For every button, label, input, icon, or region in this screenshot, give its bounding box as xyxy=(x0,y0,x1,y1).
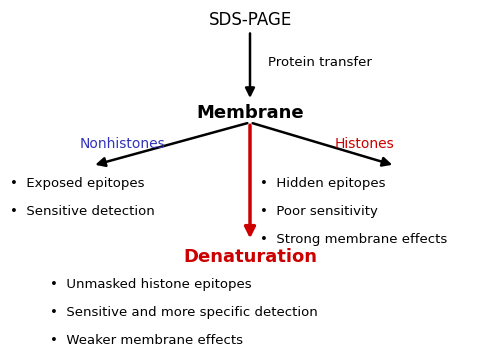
Text: •  Poor sensitivity: • Poor sensitivity xyxy=(260,205,378,218)
Text: •  Sensitive and more specific detection: • Sensitive and more specific detection xyxy=(50,306,318,319)
Text: Membrane: Membrane xyxy=(196,104,304,122)
Text: •  Weaker membrane effects: • Weaker membrane effects xyxy=(50,334,243,347)
Text: •  Unmasked histone epitopes: • Unmasked histone epitopes xyxy=(50,278,252,291)
Text: Protein transfer: Protein transfer xyxy=(268,57,372,69)
Text: •  Sensitive detection: • Sensitive detection xyxy=(10,205,155,218)
Text: Nonhistones: Nonhistones xyxy=(80,137,166,151)
Text: SDS-PAGE: SDS-PAGE xyxy=(208,11,292,29)
Text: •  Hidden epitopes: • Hidden epitopes xyxy=(260,177,386,190)
Text: •  Exposed epitopes: • Exposed epitopes xyxy=(10,177,144,190)
Text: Histones: Histones xyxy=(335,137,395,151)
Text: Denaturation: Denaturation xyxy=(183,248,317,266)
Text: •  Strong membrane effects: • Strong membrane effects xyxy=(260,233,448,246)
